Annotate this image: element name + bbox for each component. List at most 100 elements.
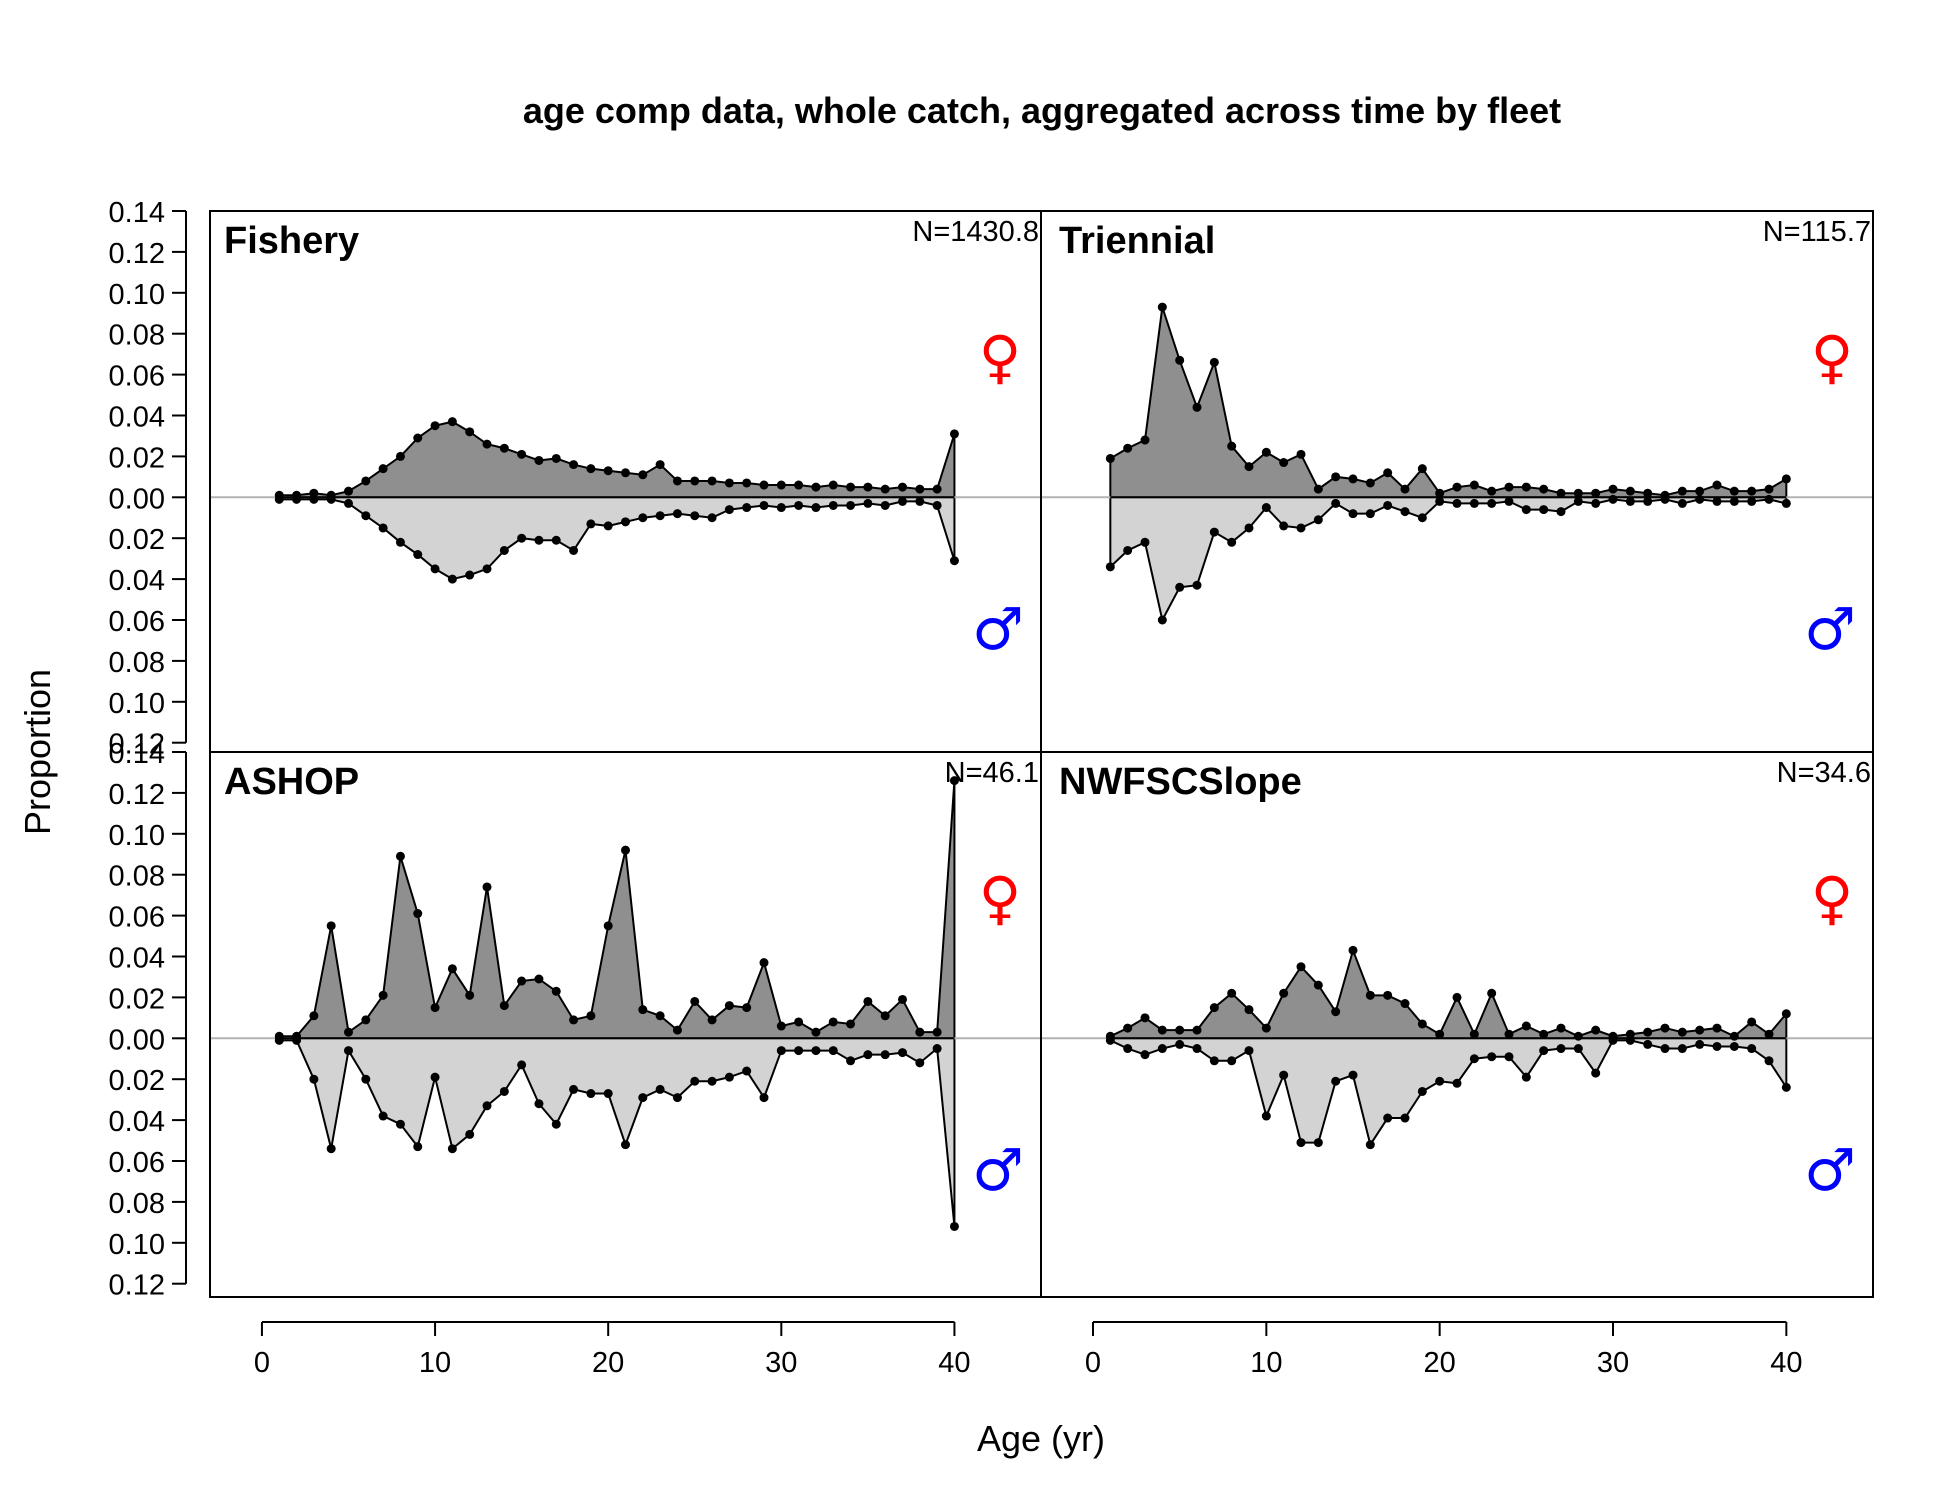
male-point: [759, 500, 769, 510]
female-point: [655, 460, 665, 470]
female-point: [863, 996, 873, 1006]
male-point: [759, 1093, 769, 1103]
y-tick-label: 0.02: [109, 524, 165, 556]
female-point: [932, 484, 942, 494]
female-point: [1400, 999, 1410, 1009]
male-point: [1365, 1140, 1375, 1150]
male-point: [724, 1072, 734, 1082]
male-point: [1192, 580, 1202, 590]
male-point: [517, 1060, 527, 1070]
male-point: [1105, 562, 1115, 572]
female-point: [1747, 486, 1757, 496]
male-point: [378, 523, 388, 533]
chart-title: age comp data, whole catch, aggregated a…: [523, 90, 1561, 131]
male-point: [672, 509, 682, 519]
male-point: [1625, 496, 1635, 506]
male-point: [1695, 494, 1705, 504]
male-point: [603, 1089, 613, 1099]
male-point: [863, 498, 873, 508]
male-point: [1504, 1052, 1514, 1062]
female-point: [880, 1011, 890, 1021]
male-point: [482, 564, 492, 574]
male-point: [1417, 1086, 1427, 1096]
y-tick-label: 0.08: [109, 647, 165, 679]
female-point: [846, 1019, 856, 1029]
female-point: [1331, 1007, 1341, 1017]
female-point: [551, 986, 561, 996]
male-point: [742, 503, 752, 513]
male-point: [413, 1142, 423, 1152]
male-point: [1435, 496, 1445, 506]
female-point: [1625, 486, 1635, 496]
male-point: [638, 513, 648, 523]
male-point: [1365, 509, 1375, 519]
male-point: [274, 494, 284, 504]
male-point: [655, 511, 665, 521]
male-point: [344, 498, 353, 508]
y-tick-label: 0.12: [109, 729, 165, 761]
female-point: [447, 964, 457, 974]
y-tick-label: 0.08: [109, 320, 165, 352]
female-point: [1227, 441, 1237, 451]
male-symbol-icon: ♂: [972, 595, 1024, 663]
male-point: [776, 1046, 786, 1056]
male-point: [1573, 1044, 1583, 1054]
female-point: [1469, 480, 1479, 490]
male-point: [794, 500, 804, 510]
male-point: [1487, 498, 1497, 508]
female-point: [759, 480, 769, 490]
male-point: [482, 1101, 492, 1111]
female-point: [482, 439, 492, 449]
x-tick-label: 40: [938, 1347, 970, 1379]
female-point: [898, 994, 907, 1004]
male-point: [1625, 1035, 1635, 1045]
female-point: [1747, 1017, 1757, 1027]
female-point: [1712, 1023, 1722, 1033]
male-point: [932, 500, 942, 510]
y-axis-label: Proportion: [17, 669, 58, 835]
male-point: [1105, 1035, 1115, 1045]
panel-name: Triennial: [1059, 220, 1215, 262]
male-point: [1747, 1044, 1757, 1054]
female-point: [1781, 1009, 1791, 1019]
female-point: [672, 476, 682, 486]
male-point: [742, 1066, 752, 1076]
male-point: [1400, 1113, 1410, 1123]
male-point: [880, 1050, 890, 1060]
male-point: [1435, 1076, 1445, 1086]
x-tick-label: 10: [419, 1347, 451, 1379]
male-point: [517, 533, 527, 543]
y-tick-label: 0.12: [109, 1270, 165, 1302]
female-point: [465, 990, 475, 1000]
female-point: [1296, 962, 1306, 972]
male-point: [1331, 498, 1341, 508]
female-point: [638, 470, 648, 480]
male-point: [1348, 509, 1358, 519]
female-point: [1591, 488, 1601, 498]
male-point: [846, 500, 856, 510]
male-point: [1313, 1138, 1323, 1148]
male-point: [447, 574, 457, 584]
female-point: [621, 468, 630, 478]
female-point: [776, 480, 786, 490]
female-point: [1677, 486, 1687, 496]
male-point: [309, 494, 319, 504]
sample-size-label: N=46.1: [945, 757, 1039, 789]
y-tick-label: 0.10: [109, 688, 165, 720]
female-point: [898, 482, 907, 492]
x-tick-label: 20: [1424, 1347, 1456, 1379]
female-point: [361, 1015, 371, 1025]
female-point: [1175, 1025, 1185, 1035]
panel-nwfscslope: NWFSCSlope N=34.6 ♀ ♂ 0 10 20 30 40: [1040, 751, 1874, 1379]
male-point: [1521, 1072, 1531, 1082]
male-area: [1109, 496, 1788, 623]
female-point: [742, 478, 752, 488]
male-point: [828, 500, 838, 510]
male-point: [1400, 507, 1410, 517]
female-point: [880, 484, 890, 494]
male-point: [655, 1084, 665, 1094]
panel-ashop: ASHOP N=46.1 ♀ ♂ 0.14 0.12 0.10 0.08 0.06 0.04 0.0…: [109, 738, 1042, 1379]
female-point: [1175, 355, 1185, 365]
female-point: [1487, 988, 1497, 998]
male-point: [1764, 494, 1774, 504]
